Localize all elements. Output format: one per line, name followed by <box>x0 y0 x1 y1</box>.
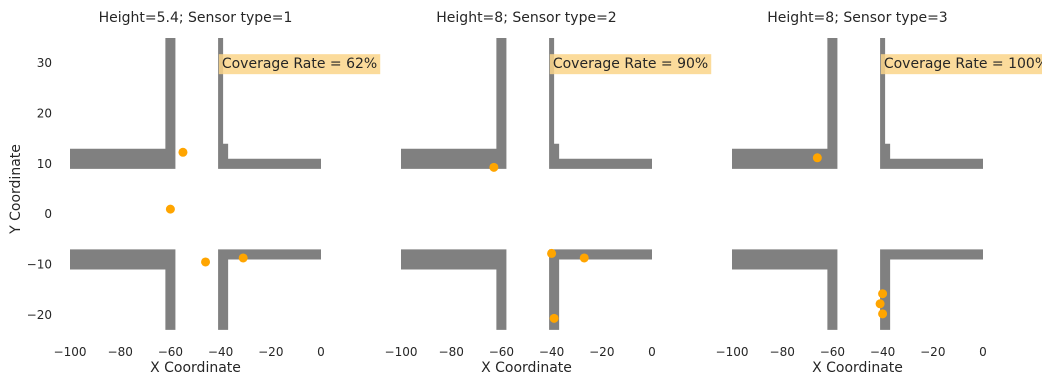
coverage-rate-label: Coverage Rate = 100% <box>884 56 1042 72</box>
sensor-point <box>875 299 885 309</box>
building-block <box>732 38 838 169</box>
x-tick-label: −20 <box>920 345 945 359</box>
x-axis-label: X Coordinate <box>812 360 903 376</box>
x-tick-label: −40 <box>208 345 233 359</box>
sensor-point <box>812 153 822 163</box>
x-tick-label: −100 <box>54 345 87 359</box>
panel-2: Coverage Rate = 90% Height=8; Sensor type… <box>385 10 712 376</box>
y-tick-label: 30 <box>37 56 52 70</box>
x-tick-label: −60 <box>489 345 514 359</box>
coverage-rate-label: Coverage Rate = 62% <box>222 56 377 72</box>
building-block <box>70 249 176 330</box>
x-tick-label: 0 <box>317 345 325 359</box>
x-axis-label: X Coordinate <box>481 360 572 376</box>
coverage-rate-box <box>880 54 1042 75</box>
panel-title: Height=8; Sensor type=3 <box>767 10 947 26</box>
panel-1: Coverage Rate = 62% Height=5.4; Sensor ty… <box>8 10 381 376</box>
sensor-point <box>238 253 248 263</box>
coverage-rate-box <box>549 54 712 75</box>
x-tick-label: −80 <box>439 345 464 359</box>
x-tick-label: −60 <box>820 345 845 359</box>
y-tick-label: 20 <box>37 107 52 121</box>
building-block <box>549 249 652 330</box>
x-tick-label: 0 <box>648 345 656 359</box>
building-block <box>70 38 176 169</box>
y-tick-label: −10 <box>27 258 52 272</box>
sensor-point <box>878 309 888 319</box>
x-tick-label: −20 <box>589 345 614 359</box>
x-axis-label: X Coordinate <box>150 360 241 376</box>
x-tick-label: −80 <box>770 345 795 359</box>
x-tick-label: −100 <box>716 345 749 359</box>
y-tick-label: 10 <box>37 157 52 171</box>
x-tick-label: −20 <box>258 345 283 359</box>
building-block <box>401 249 507 330</box>
sensor-point <box>549 313 559 323</box>
sensor-point <box>579 253 589 263</box>
sensor-point <box>547 248 557 258</box>
y-tick-label: −20 <box>27 308 52 322</box>
x-tick-label: 0 <box>979 345 987 359</box>
sensor-point <box>178 147 188 157</box>
sensor-point <box>201 257 211 267</box>
x-tick-label: −40 <box>870 345 895 359</box>
coverage-rate-label: Coverage Rate = 90% <box>553 56 708 72</box>
panel-title: Height=8; Sensor type=2 <box>436 10 616 26</box>
sensor-point <box>878 289 888 299</box>
building-block <box>732 249 838 330</box>
panel-3: Coverage Rate = 100% Height=8; Sensor typ… <box>716 10 1042 376</box>
sensor-point <box>165 204 175 214</box>
y-axis-label: Y Coordinate <box>8 144 24 235</box>
building-block <box>880 249 983 330</box>
x-tick-label: −80 <box>108 345 133 359</box>
coverage-rate-box <box>218 54 381 75</box>
x-tick-label: −40 <box>539 345 564 359</box>
x-tick-label: −60 <box>158 345 183 359</box>
building-block <box>218 249 321 330</box>
y-tick-label: 0 <box>44 207 52 221</box>
panel-title: Height=5.4; Sensor type=1 <box>99 10 293 26</box>
x-tick-label: −100 <box>385 345 418 359</box>
building-block <box>401 38 507 169</box>
sensor-point <box>489 162 499 172</box>
